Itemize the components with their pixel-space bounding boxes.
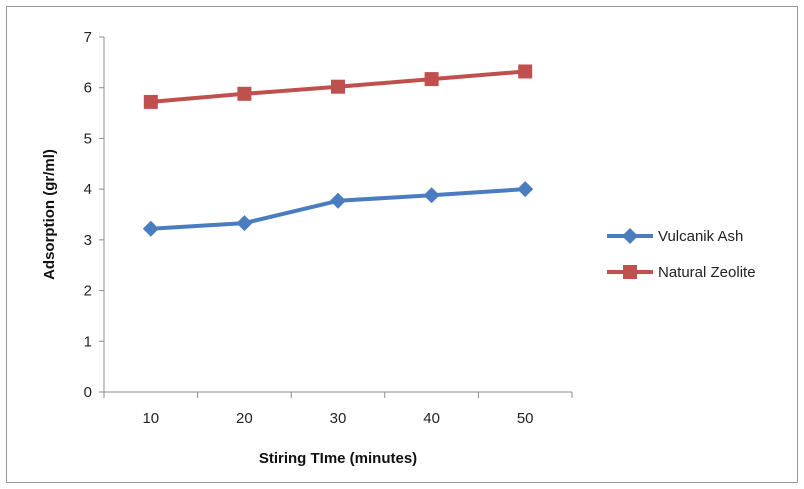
y-ticks: 0 1 2 3 4 5 6 7 — [84, 29, 104, 401]
data-point — [237, 86, 252, 101]
data-point — [424, 72, 439, 87]
legend-marker — [623, 265, 637, 279]
x-tick-label: 40 — [423, 410, 440, 427]
y-tick-label: 7 — [84, 29, 92, 46]
series-layer — [142, 64, 534, 237]
data-point — [330, 192, 346, 209]
data-point — [142, 220, 159, 237]
data-point — [423, 187, 440, 204]
legend: Vulcanik Ash Natural Zeolite — [607, 228, 756, 281]
x-ticks: 10 20 30 40 50 — [103, 392, 573, 427]
x-tick-label: 20 — [236, 410, 253, 427]
data-point — [331, 79, 345, 94]
legend-label: Vulcanik Ash — [658, 228, 743, 245]
chart-frame — [6, 6, 798, 483]
data-point — [517, 181, 534, 198]
y-tick-label: 0 — [84, 384, 92, 401]
data-point — [143, 94, 158, 109]
legend-item: Vulcanik Ash — [607, 228, 743, 245]
legend-marker — [622, 228, 638, 244]
x-tick-label: 30 — [330, 410, 347, 427]
data-point — [518, 64, 533, 79]
legend-label: Natural Zeolite — [658, 264, 756, 281]
y-tick-label: 6 — [84, 80, 92, 97]
x-tick-label: 10 — [142, 410, 159, 427]
series-vulcanik-ash — [142, 181, 534, 237]
axes — [103, 37, 572, 393]
y-axis-title: Adsorption (gr/ml) — [41, 149, 58, 280]
legend-item: Natural Zeolite — [607, 264, 756, 281]
y-tick-label: 5 — [84, 130, 92, 147]
y-tick-label: 3 — [84, 232, 92, 249]
y-tick-label: 4 — [84, 181, 92, 198]
x-axis-title: Stiring TIme (minutes) — [259, 450, 417, 467]
y-tick-label: 2 — [84, 283, 92, 300]
y-tick-label: 1 — [84, 333, 92, 350]
x-tick-label: 50 — [517, 410, 534, 427]
series-natural-zeolite — [143, 64, 533, 109]
data-point — [236, 215, 253, 232]
